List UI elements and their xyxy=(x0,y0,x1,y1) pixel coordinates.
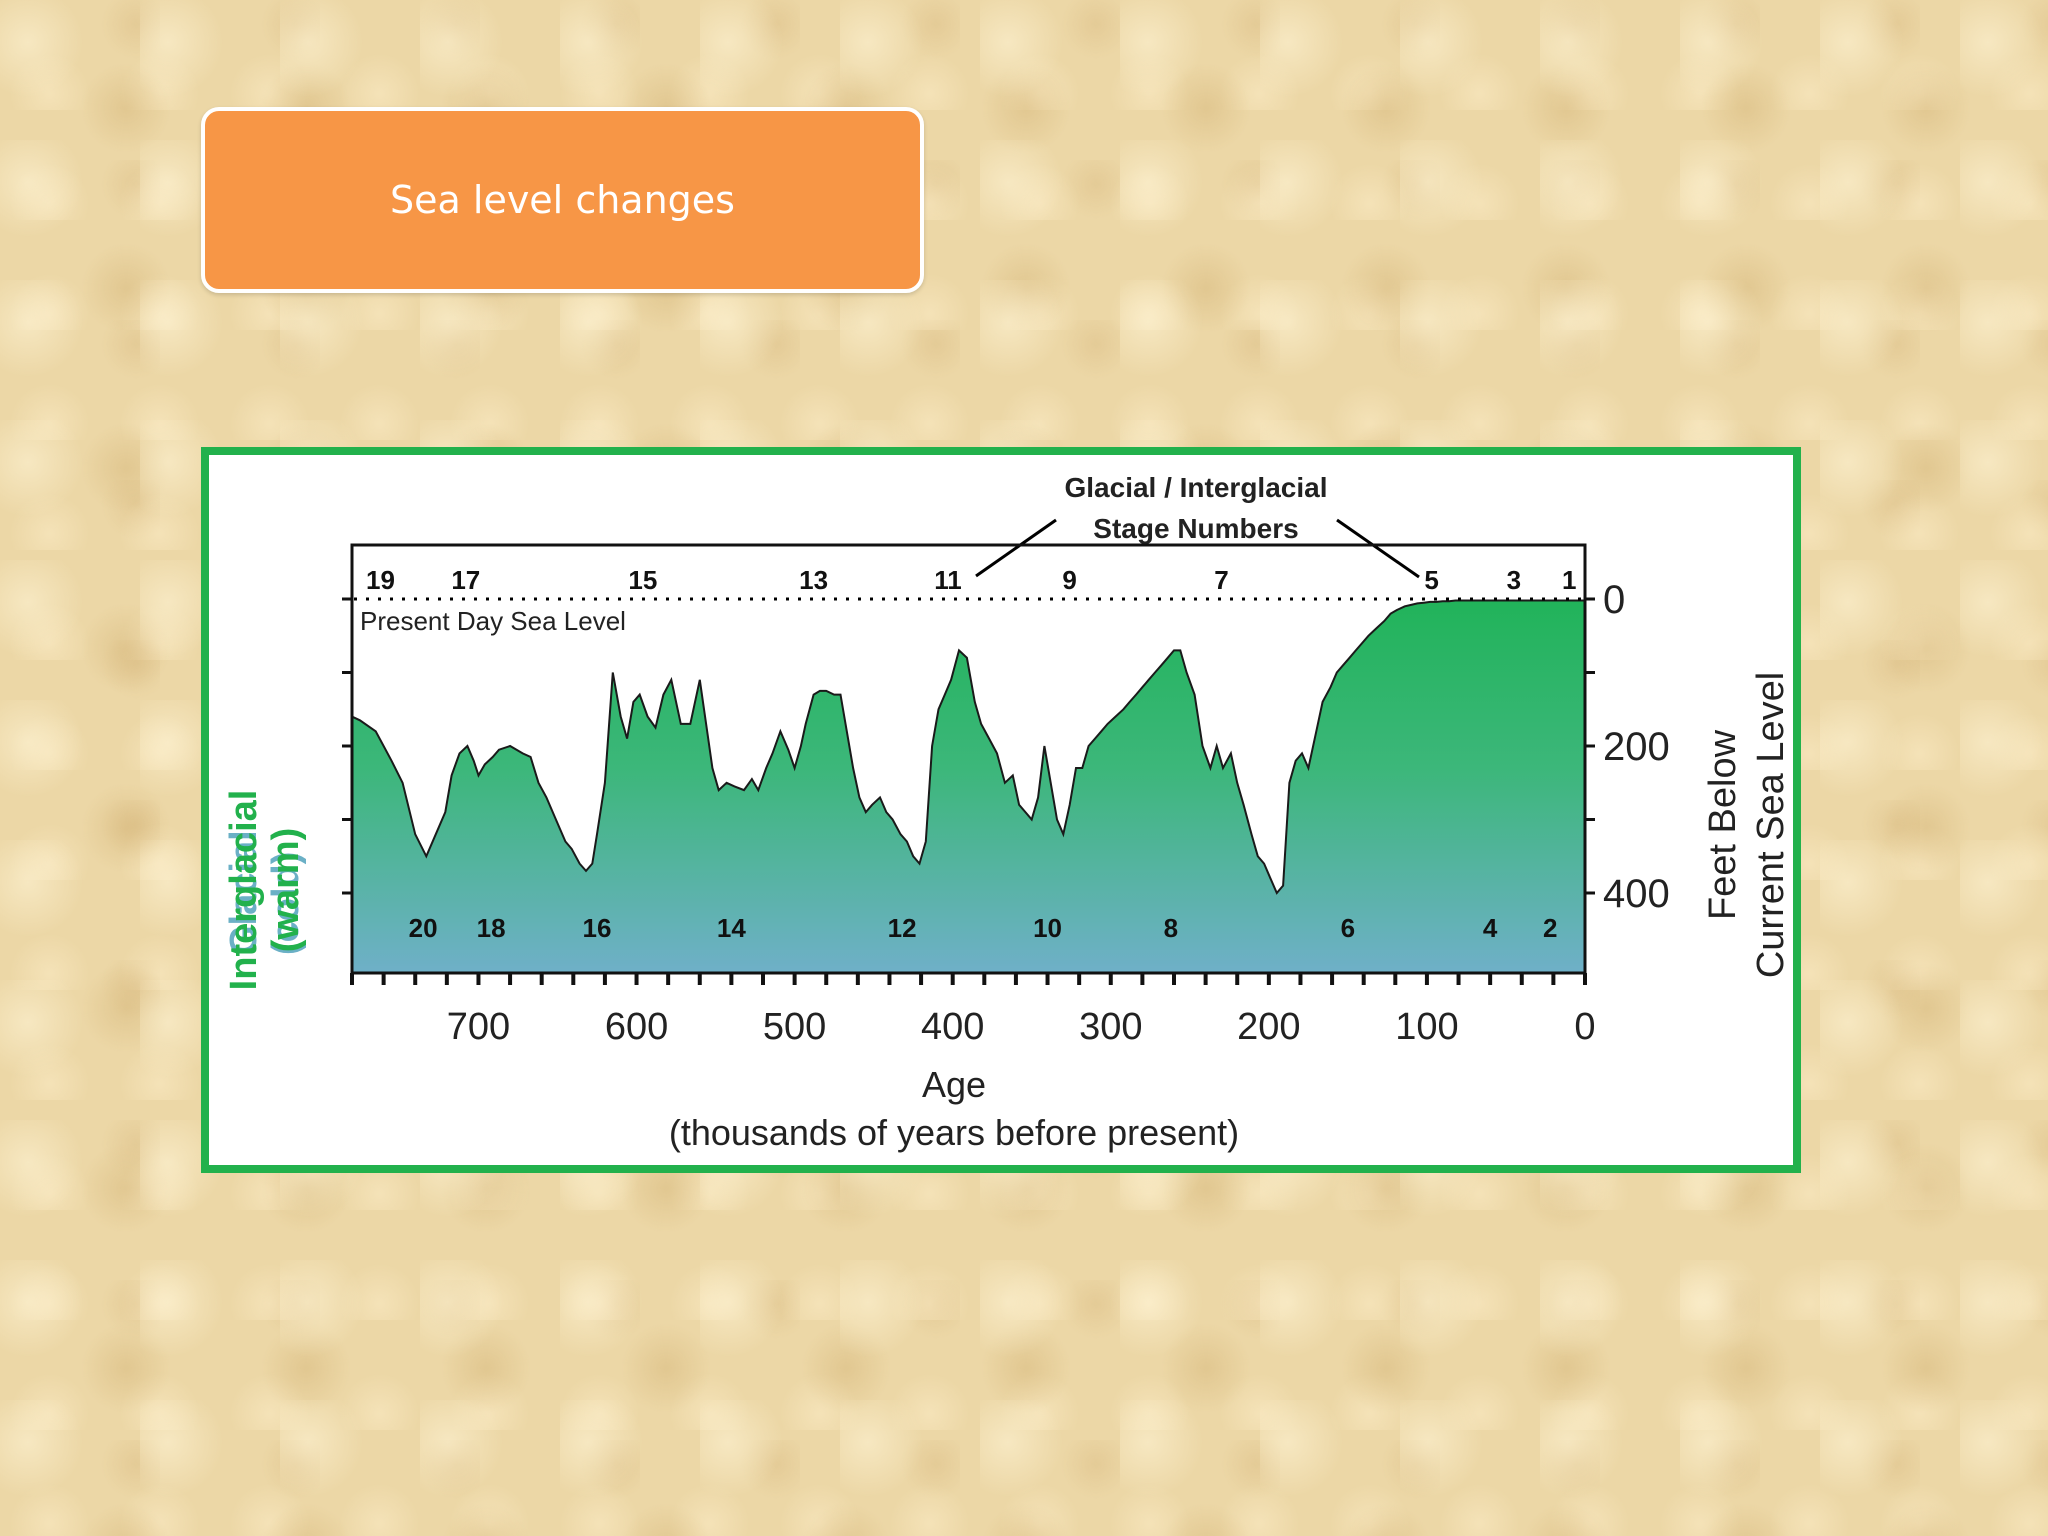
x-tick-label: 600 xyxy=(605,1006,668,1048)
x-tick-label: 100 xyxy=(1395,1006,1458,1048)
chart-frame: Glacial / Interglacial Stage Numbers Pre… xyxy=(201,447,1801,1173)
x-tick-label: 0 xyxy=(1574,1006,1595,1048)
interglacial-stage-number: 5 xyxy=(1424,565,1438,595)
glacial-stage-number: 18 xyxy=(477,913,506,943)
glacial-stage-number: 8 xyxy=(1164,913,1178,943)
glacial-stage-number: 6 xyxy=(1341,913,1355,943)
x-tick-label: 300 xyxy=(1079,1006,1142,1048)
sea-level-area xyxy=(351,599,1586,974)
glacial-stage-number: 14 xyxy=(717,913,746,943)
glacial-stage-number: 16 xyxy=(583,913,612,943)
glacial-stage-number: 20 xyxy=(409,913,438,943)
interglacial-stage-number: 3 xyxy=(1507,565,1521,595)
x-tick-label: 500 xyxy=(763,1006,826,1048)
slide-title-box: Sea level changes xyxy=(201,107,924,293)
chart-title-line2: Stage Numbers xyxy=(1093,513,1298,544)
interglacial-label: Interglacial xyxy=(223,790,265,991)
interglacial-stage-number: 13 xyxy=(799,565,828,595)
glacial-stage-number: 4 xyxy=(1483,913,1498,943)
interglacial-stage-number: 11 xyxy=(934,565,962,595)
interglacial-stage-number: 17 xyxy=(451,565,480,595)
cold-label: (cold) xyxy=(265,852,307,955)
x-axis: 700 600 500 400 300 200 100 0 xyxy=(350,973,1596,1048)
y-axis-label-line1: Feet Below xyxy=(1702,729,1744,920)
glacial-label: Glacial xyxy=(223,830,265,955)
plot-area-border xyxy=(350,543,1587,975)
y-axis-label-line2: Current Sea Level xyxy=(1750,672,1792,978)
y-tick-label: 200 xyxy=(1603,725,1670,769)
chart-title-line1: Glacial / Interglacial xyxy=(1064,472,1327,503)
present-day-sea-level-label: Present Day Sea Level xyxy=(360,606,626,636)
title-pointer-right xyxy=(1336,518,1420,579)
x-axis-label: Age xyxy=(922,1064,986,1105)
x-tick-label: 200 xyxy=(1237,1006,1300,1048)
glacial-stage-number: 12 xyxy=(888,913,917,943)
x-axis-sublabel: (thousands of years before present) xyxy=(669,1112,1239,1153)
y-tick-label: 0 xyxy=(1603,578,1625,622)
x-tick-label: 400 xyxy=(921,1006,984,1048)
sea-level-chart: Glacial / Interglacial Stage Numbers Pre… xyxy=(223,472,1792,1153)
glacial-stage-number: 10 xyxy=(1033,913,1062,943)
y-tick-label: 400 xyxy=(1603,872,1670,916)
interglacial-stage-number: 7 xyxy=(1214,565,1228,595)
interglacial-stage-number: 19 xyxy=(366,565,395,595)
interglacial-stage-number: 9 xyxy=(1062,565,1076,595)
stage-numbers: 19 17 15 13 11 9 7 5 3 1 20 18 16 14 12 10 8 6 4 2 xyxy=(366,565,1576,943)
interglacial-stage-number: 1 xyxy=(1562,565,1576,595)
title-pointer-left xyxy=(975,518,1057,578)
y-axis: 0 200 400 xyxy=(342,578,1670,916)
slide-title: Sea level changes xyxy=(390,178,735,222)
x-tick-label: 700 xyxy=(447,1006,510,1048)
warm-label: (warm) xyxy=(265,828,307,953)
glacial-stage-number: 2 xyxy=(1543,913,1557,943)
interglacial-stage-number: 15 xyxy=(628,565,657,595)
